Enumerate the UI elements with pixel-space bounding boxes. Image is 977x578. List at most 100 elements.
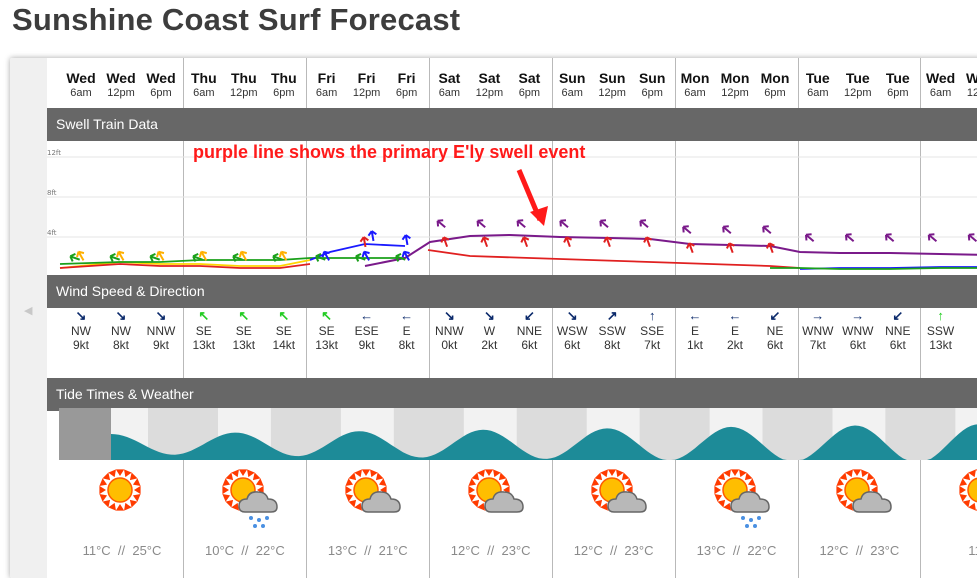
tide-night-block (59, 408, 111, 460)
swell-arrow-icon (480, 236, 490, 248)
time-label: 6am (561, 87, 583, 99)
wind-direction: SSE (640, 324, 665, 338)
time-label: 6am (807, 87, 829, 99)
time-column-header: Sun 12pm (590, 70, 634, 100)
wind-arrow-icon: ↘ (483, 308, 495, 323)
swell-arrow-icon (354, 252, 366, 262)
swell-arrow-icon (401, 234, 411, 246)
wind-cell: ↘ W 2kt (467, 308, 511, 352)
wind-direction: SSW (926, 324, 955, 338)
day-divider (797, 308, 799, 378)
temperature-range: 12°C // 23°C (573, 543, 654, 558)
wind-arrow-icon: ↑ (648, 308, 656, 323)
wind-speed: 7kt (809, 338, 826, 352)
wind-cell: ↖ SE 14kt (262, 308, 306, 352)
day-divider (551, 411, 553, 578)
time-column-header: Tue 6pm (876, 70, 920, 100)
day-divider (183, 308, 184, 378)
wind-direction: W (483, 324, 496, 338)
wind-speed: 1kt (686, 338, 703, 352)
day-divider (797, 58, 799, 108)
day-divider (551, 141, 553, 275)
time-label: 6pm (273, 87, 295, 99)
time-label: 12pm (475, 87, 504, 99)
wind-speed: 9kt (72, 338, 89, 352)
time-column-header: Mon 12pm (713, 70, 757, 100)
wind-arrow-icon: ↖ (321, 308, 333, 323)
tide-section-header: Tide Times & Weather (47, 378, 977, 411)
wind-speed: 7kt (644, 338, 661, 352)
wind-direction: SE (235, 324, 252, 338)
day-divider (920, 58, 922, 108)
wind-direction: NNE (885, 324, 911, 338)
swell-arrow-icon (69, 252, 81, 262)
wind-arrow-icon: ↖ (198, 308, 210, 323)
time-column-header: Sat 6am (427, 70, 471, 100)
wind-direction: NE (766, 324, 784, 338)
day-label: Wed (106, 70, 136, 86)
wind-speed: 2kt (726, 338, 743, 352)
wind-speed: 6kt (564, 338, 581, 352)
time-column-header: Wed 6am (59, 70, 103, 100)
temperature-range: 10°C // 22°C (205, 543, 285, 558)
wind-speed: 1 (959, 324, 977, 338)
axis-label-12ft: 12ft (47, 149, 61, 157)
swell-arrow-icon (361, 250, 370, 261)
time-column-header: Sat 12pm (467, 70, 511, 100)
wind-speed: 14kt (272, 338, 296, 352)
time-column-header: Mon 6am (673, 70, 717, 100)
sun-icon (958, 468, 977, 537)
time-column-header: Thu 12pm (222, 70, 266, 100)
wind-cell: ← E 8kt (385, 308, 429, 352)
wind-direction: SSW (598, 324, 626, 338)
wind-cell: ↑1 (959, 308, 977, 338)
day-label: Sat (518, 70, 541, 86)
day-label: Sat (438, 70, 461, 86)
wind-direction: NNW (435, 324, 464, 338)
axis-label-4ft: 4ft (47, 229, 57, 237)
wind-speed: 13kt (315, 338, 338, 352)
swell-arrow-icon (401, 250, 410, 261)
temperature-range: 13°C // 22°C (696, 543, 777, 558)
day-divider (305, 411, 307, 578)
temperature-range: 12°C // 23°C (450, 543, 531, 558)
time-label: 6am (315, 87, 338, 99)
wind-speed: 9kt (152, 338, 169, 352)
wind-arrow-icon: ↑ (959, 308, 977, 324)
wind-cell: ↑ SSW 13kt (919, 308, 963, 352)
day-divider (428, 141, 430, 275)
wind-arrow-icon: ↙ (523, 308, 535, 323)
wind-arrow-icon: ↘ (443, 308, 455, 323)
wind-cell: ↖ SE 13kt (305, 308, 349, 352)
day-label: Wed (925, 70, 956, 86)
wind-arrow-icon: ← (400, 308, 414, 323)
swell-arrow-icon (198, 250, 208, 261)
swell-arrow-icon (804, 233, 815, 242)
day-divider (674, 308, 676, 378)
swell-arrow-icon (314, 252, 326, 262)
wind-direction: NW (71, 324, 91, 338)
swell-arrow-icon (685, 242, 695, 254)
sun-cloud-rain-icon (713, 468, 775, 537)
wind-direction: SE (318, 324, 335, 338)
wind-speed: 0kt (441, 338, 458, 352)
day-label: Wed (965, 70, 977, 86)
swell-arrow-icon (643, 236, 653, 248)
wind-cell: ↘ WSW 6kt (550, 308, 594, 352)
swell-arrow-icon (238, 250, 248, 261)
time-column-header: Sun 6pm (630, 70, 674, 100)
wind-cell: ↙ NNE 6kt (876, 308, 920, 352)
day-label: Fri (317, 70, 336, 86)
swell-arrow-icon (927, 233, 938, 242)
time-label: 12pm (598, 87, 626, 99)
day-label: Fri (397, 70, 416, 86)
wind-arrow-icon: ← (360, 308, 374, 323)
scroll-left-icon[interactable]: ◀ (24, 305, 33, 317)
day-label: Tue (845, 70, 870, 86)
time-column-header: Wed 6pm (139, 70, 183, 100)
swell-arrow-icon (321, 250, 330, 261)
time-column-header: Fri 6am (305, 70, 349, 100)
forecast-panel: ◀ Wed 6am Wed 12pm Wed 6pm Thu 6am Thu 12pm Thu 6pm… (10, 58, 977, 578)
wind-cell: ↖ SE 13kt (182, 308, 226, 352)
